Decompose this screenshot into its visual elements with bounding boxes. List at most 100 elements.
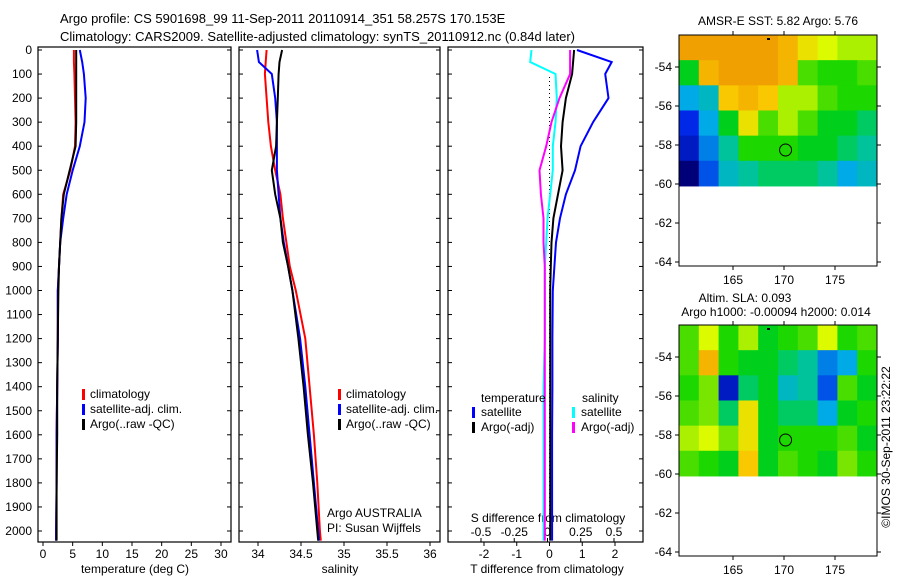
differences-series-argo-adj- xyxy=(549,49,576,541)
heatmap-cell xyxy=(797,350,819,376)
x-tick-label: 35.5 xyxy=(375,547,399,561)
heatmap-cell xyxy=(679,85,700,111)
heatmap-cell xyxy=(797,425,819,452)
lon-tick-label: 170 xyxy=(774,563,794,577)
x-tick-label: 34 xyxy=(251,547,265,561)
heatmap-cell xyxy=(758,400,779,427)
legend-swatch xyxy=(338,389,341,400)
heatmap-cell xyxy=(718,85,739,111)
heatmap-cell xyxy=(758,375,779,401)
heatmap-cell xyxy=(797,60,819,86)
heatmap-cell xyxy=(817,375,838,401)
legend-label: satellite-adj. clim. xyxy=(346,402,438,416)
float-pi: PI: Susan Wijffels xyxy=(327,521,421,535)
y-tick-label: 1500 xyxy=(5,404,32,418)
heatmap-cell xyxy=(857,60,878,86)
lon-tick-label: 170 xyxy=(774,273,794,287)
legend-swatch xyxy=(82,419,85,430)
heatmap-cell xyxy=(837,35,858,61)
salinity-frame xyxy=(238,46,441,543)
x-tick-label: 0 xyxy=(546,547,553,561)
heatmap-cell xyxy=(718,425,739,452)
heatmap-cell xyxy=(837,135,858,162)
heatmap-cell xyxy=(778,425,799,452)
x-tick-label: 10 xyxy=(96,547,110,561)
y-tick-label: 1200 xyxy=(5,332,32,346)
heatmap-cell xyxy=(817,325,838,351)
heatmap-cell xyxy=(837,425,858,452)
heatmap-cell xyxy=(857,425,878,452)
x-tick-label: 20 xyxy=(155,547,169,561)
heatmap-cell xyxy=(698,375,720,401)
heatmap-cell xyxy=(698,425,720,452)
heatmap-cell xyxy=(817,135,838,162)
heatmap-cell xyxy=(738,450,759,477)
heatmap-cell xyxy=(857,85,878,111)
heatmap-cell xyxy=(679,425,700,452)
heatmap-cell xyxy=(817,425,838,452)
heatmap-cell xyxy=(718,160,739,187)
y-tick-label: 900 xyxy=(12,259,32,273)
legend-label: satellite-adj. clim. xyxy=(90,402,182,416)
heatmap-cell xyxy=(817,85,838,111)
salinity-series-argo-raw-qc- xyxy=(270,49,320,541)
heatmap-cell xyxy=(778,325,799,351)
heatmap-cell xyxy=(778,450,799,477)
heatmap-cell xyxy=(738,110,759,137)
heatmap-cell xyxy=(797,85,819,111)
salinity-series-satellite-adj-clim- xyxy=(256,49,321,541)
heatmap-cell xyxy=(679,110,700,137)
heatmap-cell xyxy=(718,110,739,137)
lon-tick-label: 165 xyxy=(723,273,743,287)
heatmap-cell xyxy=(718,450,739,477)
heatmap-cell xyxy=(817,35,838,61)
heatmap-cell xyxy=(738,85,759,111)
legend-swatch xyxy=(82,389,85,400)
heatmap-cell xyxy=(797,400,819,427)
y-tick-label: 1100 xyxy=(6,308,32,322)
x-tick-label: 30 xyxy=(214,547,228,561)
y-tick-label: 800 xyxy=(12,235,32,249)
heatmap-cell xyxy=(758,450,779,477)
legend-swatch xyxy=(572,407,575,418)
heatmap-cell xyxy=(837,450,858,477)
legend-header-salinity: salinity xyxy=(582,391,619,405)
legend-label: Argo(-adj) xyxy=(481,420,534,434)
heatmap-cell xyxy=(718,350,739,376)
heatmap-cell xyxy=(817,400,838,427)
y-tick-label: 1900 xyxy=(5,500,32,514)
heatmap-cell xyxy=(758,85,779,111)
heatmap-cell xyxy=(758,60,779,86)
y-tick-label: 1700 xyxy=(5,452,32,466)
profile-location-marker xyxy=(779,433,793,447)
salinity-series-climatology xyxy=(263,49,322,541)
lon-tick-label: 165 xyxy=(723,563,743,577)
heatmap-cell xyxy=(857,160,878,187)
legend-swatch xyxy=(338,419,341,430)
legend-swatch xyxy=(472,422,475,433)
heatmap-cell xyxy=(778,375,799,401)
heatmap-cell xyxy=(738,60,759,86)
heatmap-cell xyxy=(837,160,858,187)
heatmap-cell xyxy=(857,350,878,376)
legend-swatch xyxy=(82,404,85,415)
float-agency: Argo AUSTRALIA xyxy=(327,506,422,520)
y-tick-label: 1600 xyxy=(5,428,32,442)
y-tick-label: 600 xyxy=(12,187,32,201)
heatmap-cell xyxy=(758,425,779,452)
lat-tick-label: -56 xyxy=(655,389,673,403)
y-tick-label: 2000 xyxy=(5,524,32,538)
differences-series-argo-adj- xyxy=(538,50,572,541)
lon-tick-label: 175 xyxy=(825,563,845,577)
heatmap-cell xyxy=(738,375,759,401)
x-tick-label: 5 xyxy=(69,547,76,561)
legend-swatch xyxy=(572,422,575,433)
map-frame xyxy=(678,34,878,267)
s-axis-label: S difference from climatology xyxy=(471,511,626,525)
heatmap-cell xyxy=(817,60,838,86)
heatmap-cell xyxy=(797,325,819,351)
heatmap-cell xyxy=(817,450,838,477)
x-tick-label: 1 xyxy=(579,547,586,561)
north-marker xyxy=(767,38,770,40)
